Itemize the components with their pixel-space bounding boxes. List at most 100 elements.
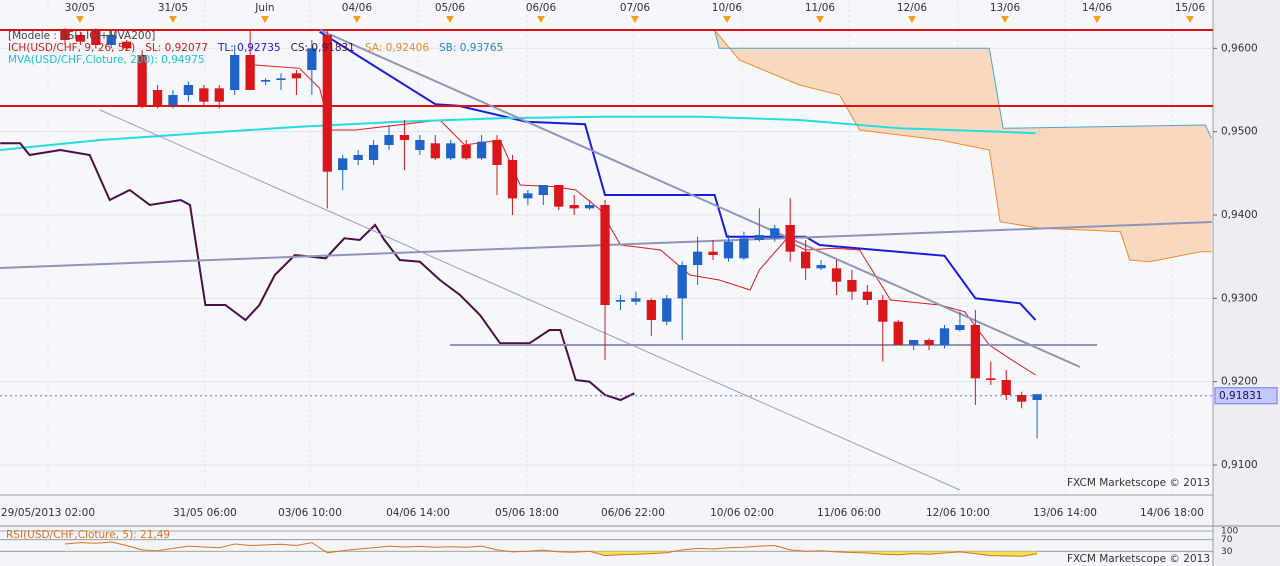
candle-body xyxy=(801,251,811,269)
last-price-label: 0,91831 xyxy=(1219,390,1262,402)
legend-text: [Modele : RSI+ICI+MVA200] xyxy=(8,30,155,42)
x-tick-label: 31/05 06:00 xyxy=(173,507,237,519)
labels: FXCM Marketscope © 2013 FXCM Marketscope… xyxy=(6,477,1210,565)
candle-body xyxy=(785,225,795,252)
last-price-box xyxy=(1214,387,1278,405)
candle-body xyxy=(909,340,919,345)
candle-body xyxy=(986,378,996,380)
candle-body xyxy=(446,143,456,159)
top-date-label: 31/05 xyxy=(158,2,188,14)
senkou-a xyxy=(600,29,1212,263)
candle-body xyxy=(970,325,980,379)
rsi-tick-label: 70 xyxy=(1221,535,1233,545)
candle-body xyxy=(662,298,672,322)
candle-body xyxy=(430,143,440,159)
candle-body xyxy=(214,88,224,102)
date-marker xyxy=(260,16,269,23)
indicator-line xyxy=(319,30,1037,321)
candle-body xyxy=(415,140,425,150)
candle-body xyxy=(384,135,394,145)
candle-body xyxy=(739,238,749,259)
trend-line xyxy=(319,29,1081,368)
candle-body xyxy=(322,35,332,172)
indicator-line xyxy=(254,64,1036,376)
candle-body xyxy=(692,251,703,265)
y-tick-label: 0,9200 xyxy=(1221,376,1258,388)
candle-body xyxy=(770,228,780,239)
date-marker xyxy=(907,16,916,23)
x-tick-label: 04/06 14:00 xyxy=(386,507,450,519)
y-tick-label: 0,9500 xyxy=(1221,126,1258,138)
date-marker xyxy=(445,16,454,23)
legend-text: ICH(USD/CHF, 9, 26, 52) xyxy=(8,42,135,54)
candle-body xyxy=(600,205,610,305)
trend-line xyxy=(99,109,961,491)
rsi-tick-label: 100 xyxy=(1221,527,1238,537)
candle-body xyxy=(554,185,564,207)
candle-body xyxy=(708,251,718,255)
top-date-label: 11/06 xyxy=(805,2,836,14)
candle-body xyxy=(276,78,286,80)
date-marker xyxy=(536,16,545,23)
legend-text: TL: 0,92735 xyxy=(217,42,281,54)
candle-body xyxy=(816,265,826,269)
candle-body xyxy=(307,48,317,70)
x-tick-label: 03/06 10:00 xyxy=(278,507,342,519)
x-tick-label: 06/06 22:00 xyxy=(601,507,665,519)
candle-body xyxy=(338,158,348,170)
lines xyxy=(0,30,1213,402)
top-date-label: 05/06 xyxy=(435,2,466,14)
top-date-label: 10/06 xyxy=(712,2,743,14)
candle-body xyxy=(631,298,641,302)
rsi-line xyxy=(64,541,1038,557)
candle-body xyxy=(137,55,147,105)
candle-body xyxy=(615,300,626,302)
x-tick-label: 14/06 18:00 xyxy=(1140,507,1204,519)
rsi-fill xyxy=(64,551,1038,557)
candle-body xyxy=(507,160,518,199)
candle-body xyxy=(399,135,410,140)
legend-text: SA: 0,92406 xyxy=(365,42,429,54)
candle-body xyxy=(538,185,548,195)
candle-body xyxy=(183,85,194,95)
candle-body xyxy=(1032,394,1042,400)
top-date-label: 04/06 xyxy=(342,2,373,14)
top-date-label: 13/06 xyxy=(990,2,1021,14)
date-marker xyxy=(1186,16,1195,23)
candle-body xyxy=(646,300,656,320)
candle-body xyxy=(569,205,579,209)
top-date-label: 07/06 xyxy=(620,2,651,14)
candle-body xyxy=(924,340,934,345)
candle-body xyxy=(75,35,86,42)
date-marker xyxy=(1092,16,1101,23)
candle-body xyxy=(893,321,903,345)
date-marker xyxy=(352,16,361,23)
candle-body xyxy=(878,300,888,322)
candle-body xyxy=(862,291,872,300)
y-tick-label: 0,9600 xyxy=(1221,42,1258,54)
candle-body xyxy=(291,73,302,79)
axis-background xyxy=(1213,0,1280,566)
candle-body xyxy=(168,95,178,105)
x-tick-label: 10/06 02:00 xyxy=(710,507,774,519)
top-date-label: 06/06 xyxy=(526,2,557,14)
candle-body xyxy=(122,41,132,49)
candle-body xyxy=(106,35,116,45)
rsi-tick-label: 30 xyxy=(1221,547,1233,557)
x-tick-label: 29/05/2013 02:00 xyxy=(1,507,95,519)
candle-body xyxy=(260,80,271,82)
x-tick-label: 13/06 14:00 xyxy=(1033,507,1097,519)
legend-text: MVA(USD/CHF,Cloture, 200): 0,94975 xyxy=(8,54,205,66)
y-tick-label: 0,9300 xyxy=(1221,292,1258,304)
top-date-label: 14/06 xyxy=(1082,2,1113,14)
candle-body xyxy=(1017,395,1027,402)
date-marker xyxy=(75,16,84,23)
y-tick-label: 0,9100 xyxy=(1221,459,1258,471)
candle-body xyxy=(199,88,209,102)
candle-body xyxy=(847,280,857,292)
candle-body xyxy=(461,145,471,159)
candle-body xyxy=(939,328,950,345)
candle-body xyxy=(368,145,379,160)
candle-body xyxy=(831,268,842,282)
